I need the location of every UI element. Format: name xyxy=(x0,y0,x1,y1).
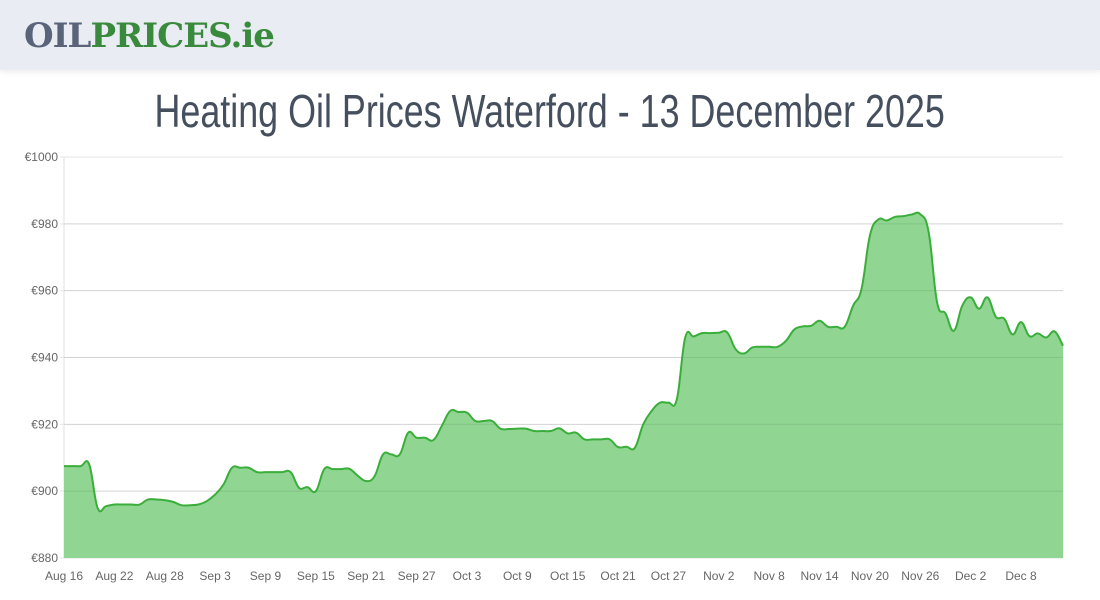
x-tick-label: Nov 14 xyxy=(801,569,839,583)
x-tick-label: Oct 3 xyxy=(453,569,482,583)
x-tick-label: Sep 21 xyxy=(347,569,385,583)
page-title: Heating Oil Prices Waterford - 13 Decemb… xyxy=(0,84,1100,138)
y-tick-label: €880 xyxy=(31,551,58,565)
x-tick-label: Dec 8 xyxy=(1005,569,1037,583)
area-fill xyxy=(64,212,1063,558)
x-tick-label: Nov 20 xyxy=(851,569,889,583)
x-tick-label: Sep 9 xyxy=(250,569,282,583)
price-line xyxy=(63,211,1064,513)
x-tick-label: Sep 27 xyxy=(398,569,436,583)
y-tick-label: €940 xyxy=(31,351,58,365)
site-logo[interactable]: OILPRICES.ie xyxy=(24,16,275,56)
page-title-text: Heating Oil Prices Waterford - 13 Decemb… xyxy=(154,85,946,137)
x-tick-label: Aug 16 xyxy=(45,569,83,583)
x-tick-label: Sep 15 xyxy=(297,569,335,583)
logo-oil: OIL xyxy=(24,16,91,56)
y-tick-label: €980 xyxy=(31,217,58,231)
x-tick-label: Nov 2 xyxy=(703,569,735,583)
x-tick-label: Dec 2 xyxy=(955,569,987,583)
y-tick-label: €1000 xyxy=(25,150,59,164)
x-tick-label: Nov 26 xyxy=(901,569,939,583)
x-tick-label: Aug 28 xyxy=(146,569,184,583)
y-tick-label: €900 xyxy=(31,484,58,498)
x-tick-label: Oct 21 xyxy=(600,569,636,583)
y-tick-label: €960 xyxy=(31,284,58,298)
x-tick-label: Nov 8 xyxy=(753,569,785,583)
y-tick-label: €920 xyxy=(31,417,58,431)
x-tick-label: Aug 22 xyxy=(95,569,133,583)
x-tick-label: Oct 27 xyxy=(651,569,687,583)
site-header: OILPRICES.ie xyxy=(0,0,1100,70)
x-tick-label: Oct 15 xyxy=(550,569,586,583)
x-tick-label: Oct 9 xyxy=(503,569,532,583)
x-tick-label: Sep 3 xyxy=(199,569,231,583)
logo-prices: PRICES.ie xyxy=(90,16,274,56)
